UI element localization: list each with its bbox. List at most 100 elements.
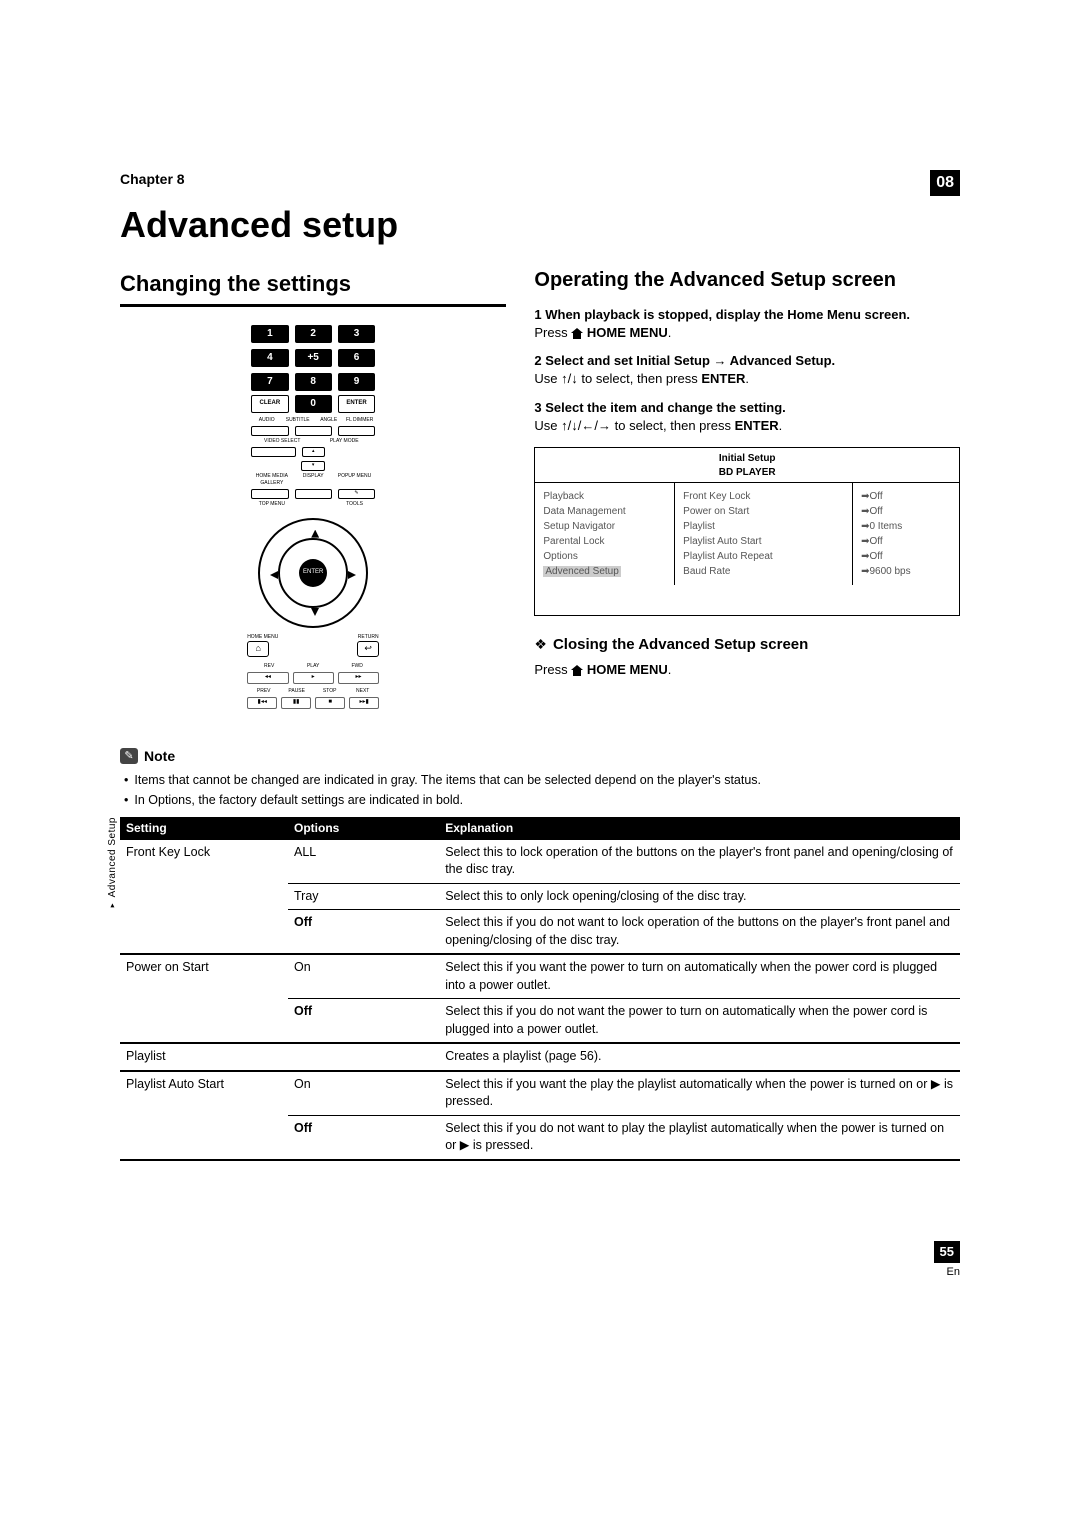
home-menu-label: HOME MENU (247, 634, 278, 641)
cell-setting: Playlist (120, 1043, 288, 1071)
osd-setting-name: Playlist (683, 519, 844, 534)
chapter-badge: 08 (930, 170, 960, 196)
cell-option: ALL (288, 840, 439, 884)
cell-explanation: Select this if you want the power to tur… (439, 954, 960, 999)
remote-label: DISPLAY (293, 473, 334, 487)
numkey: 3 (338, 325, 375, 343)
th-setting: Setting (120, 817, 288, 840)
home-icon (571, 665, 583, 676)
numkey: +5 (295, 349, 332, 367)
cell-setting (120, 883, 288, 910)
step-2-body: Use ↑/↓ to select, then press ENTER. (534, 370, 960, 388)
home-icon (571, 328, 583, 339)
numkey: 8 (295, 373, 332, 391)
top-menu-label: TOP MENU (251, 501, 292, 508)
page-header: Chapter 8 08 (120, 170, 960, 196)
table-row: OffSelect this if you do not want to loc… (120, 910, 960, 955)
cell-explanation: Creates a playlist (page 56). (439, 1043, 960, 1071)
osd-setting-value: ➡Off (861, 489, 951, 504)
cell-option (288, 1043, 439, 1071)
closing-section-header: ❖ Closing the Advanced Setup screen (534, 634, 960, 655)
note-bullets: •Items that cannot be changed are indica… (120, 772, 960, 809)
cell-explanation: Select this if you do not want to play t… (439, 1115, 960, 1160)
settings-table-wrapper: ▸ Advanced Setup Setting Options Explana… (120, 817, 960, 1161)
settings-table: Setting Options Explanation Front Key Lo… (120, 817, 960, 1161)
osd-menu-item: Options (543, 549, 666, 564)
remote-label: STOP (313, 688, 346, 695)
note-bullet: •In Options, the factory default setting… (124, 792, 960, 810)
osd-menu-item: Data Management (543, 504, 666, 519)
remote-illustration: 1234+56789 CLEAR 0 ENTER AUDIOSUBTITLEAN… (120, 321, 506, 711)
prev-button: ▮◂◂ (247, 697, 277, 709)
return-button-icon: ↩ (357, 641, 379, 657)
diamond-icon: ❖ (534, 635, 547, 655)
note-header: ✎ Note (120, 747, 960, 767)
cell-option: Off (288, 1115, 439, 1160)
cell-explanation: Select this if you want the play the pla… (439, 1071, 960, 1116)
osd-setting-name: Power on Start (683, 504, 844, 519)
step-2-head: 2 Select and set Initial Setup → Advance… (534, 352, 960, 370)
left-column: Changing the settings 1234+56789 CLEAR 0… (120, 269, 506, 711)
zero-key: 0 (295, 395, 332, 413)
next-button: ▸▸▮ (349, 697, 379, 709)
remote-label: AUDIO (251, 417, 282, 424)
table-row: Front Key LockALLSelect this to lock ope… (120, 840, 960, 884)
remote-label: FWD (335, 663, 379, 670)
rev-button: ◂◂ (247, 672, 288, 684)
remote-label: PLAY (291, 663, 335, 670)
cell-setting: Power on Start (120, 954, 288, 999)
right-column: Operating the Advanced Setup screen 1 Wh… (534, 269, 960, 711)
two-column-layout: Changing the settings 1234+56789 CLEAR 0… (120, 269, 960, 711)
numkey: 6 (338, 349, 375, 367)
cell-setting: Front Key Lock (120, 840, 288, 884)
osd-setting-value: ➡Off (861, 534, 951, 549)
remote-label: NEXT (346, 688, 379, 695)
cell-setting (120, 910, 288, 955)
remote-label: PAUSE (280, 688, 313, 695)
remote-label: HOME MEDIA GALLERY (251, 473, 292, 487)
osd-menu-item: Setup Navigator (543, 519, 666, 534)
osd-menu-item: Advenced Setup (543, 564, 666, 579)
table-row: Playlist Creates a playlist (page 56). (120, 1043, 960, 1071)
return-label: RETURN (357, 634, 379, 641)
numkey: 9 (338, 373, 375, 391)
step-3-body: Use ↑/↓/←/→ to select, then press ENTER. (534, 417, 960, 435)
side-tab-label: ▸ Advanced Setup (106, 817, 120, 910)
table-row: OffSelect this if you do not want the po… (120, 999, 960, 1044)
osd-setting-name: Playlist Auto Start (683, 534, 844, 549)
table-row: TraySelect this to only lock opening/clo… (120, 883, 960, 910)
cell-option: On (288, 954, 439, 999)
remote-label: PLAY MODE (313, 438, 375, 445)
cell-option: Off (288, 910, 439, 955)
th-options: Options (288, 817, 439, 840)
remote-label: REV (247, 663, 291, 670)
remote-label: SUBTITLE (282, 417, 313, 424)
cell-explanation: Select this if you do not want the power… (439, 999, 960, 1044)
osd-title-2: BD PLAYER (535, 466, 959, 480)
chapter-label: Chapter 8 (120, 170, 185, 190)
cell-option: On (288, 1071, 439, 1116)
cell-option: Tray (288, 883, 439, 910)
osd-setting-value: ➡Off (861, 549, 951, 564)
osd-setting-value: ➡9600 bps (861, 564, 951, 579)
remote-label: VIDEO SELECT (251, 438, 313, 445)
osd-title-1: Initial Setup (719, 453, 776, 464)
jog-wheel: ENTER (258, 518, 368, 628)
main-title: Advanced setup (120, 200, 960, 250)
table-row: Power on StartOnSelect this if you want … (120, 954, 960, 999)
enter-key: ENTER (338, 395, 375, 413)
enter-button: ENTER (299, 559, 327, 587)
remote-label: FL DIMMER (344, 417, 375, 424)
cell-explanation: Select this to only lock opening/closing… (439, 883, 960, 910)
fwd-button: ▸▸ (338, 672, 379, 684)
remote-label: PREV (247, 688, 280, 695)
cell-option: Off (288, 999, 439, 1044)
cell-setting (120, 1115, 288, 1160)
osd-menu-item: Playback (543, 489, 666, 504)
clear-key: CLEAR (251, 395, 288, 413)
right-section-title: Operating the Advanced Setup screen (534, 269, 960, 292)
step-3: 3 Select the item and change the setting… (534, 399, 960, 435)
numkey: 7 (251, 373, 288, 391)
cell-setting: Playlist Auto Start (120, 1071, 288, 1116)
osd-setting-name: Baud Rate (683, 564, 844, 579)
